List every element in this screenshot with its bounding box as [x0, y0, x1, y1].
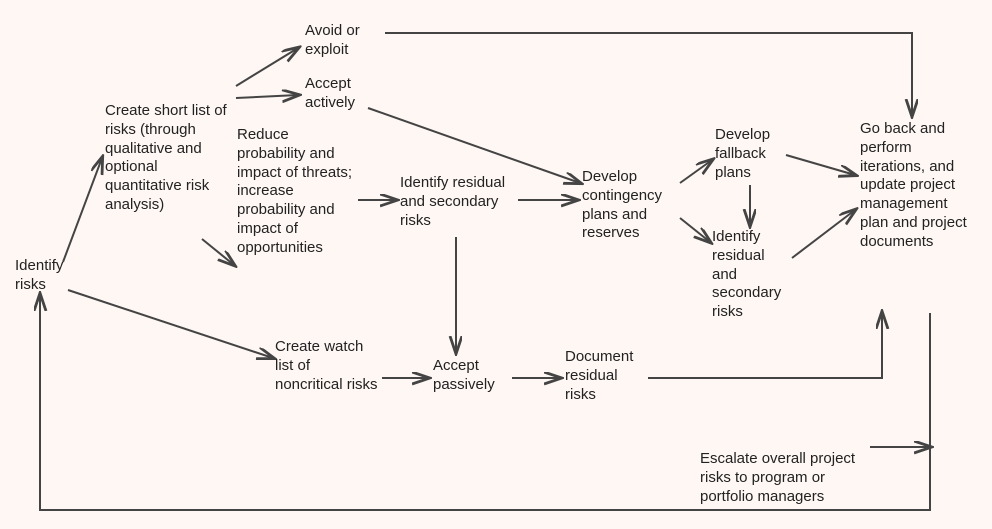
node-avoid: Avoid or exploit — [305, 22, 385, 60]
node-residual2: Identify residual and secondary risks — [712, 228, 792, 322]
edge-shortlist-reduce — [202, 239, 234, 265]
edge-fallback-goback — [786, 155, 855, 175]
edge-shortlist-accept_act — [236, 95, 298, 98]
node-fallback: Develop fallback plans — [715, 126, 785, 182]
node-escalate: Escalate overall project risks to progra… — [700, 450, 870, 506]
edge-docres-goback — [648, 313, 882, 378]
edge-avoid-goback — [385, 33, 912, 115]
edge-accept_act-contingency — [368, 108, 580, 183]
edge-identify-shortlist — [63, 158, 102, 262]
edge-contingency-residual2 — [680, 218, 710, 242]
edge-shortlist-avoid — [236, 48, 298, 86]
node-accept_pas: Accept passively — [433, 357, 508, 395]
node-contingency: Develop contingency plans and reserves — [582, 168, 682, 243]
edge-residual2-goback — [792, 210, 855, 258]
flowchart-stage: Identify risks Create short list of risks… — [0, 0, 992, 529]
node-accept_act: Accept actively — [305, 75, 385, 113]
node-goback: Go back and perform iterations, and upda… — [860, 120, 970, 251]
node-docres: Document residual risks — [565, 348, 645, 404]
edge-contingency-fallback — [680, 160, 712, 183]
edge-identify-watchlist — [68, 290, 273, 358]
node-residual1: Identify residual and secondary risks — [400, 174, 515, 230]
node-reduce: Reduce probability and impact of threats… — [237, 126, 357, 257]
node-shortlist: Create short list of risks (through qual… — [105, 102, 235, 215]
node-watchlist: Create watch list of noncritical risks — [275, 338, 380, 394]
node-identify: Identify risks — [15, 257, 75, 295]
